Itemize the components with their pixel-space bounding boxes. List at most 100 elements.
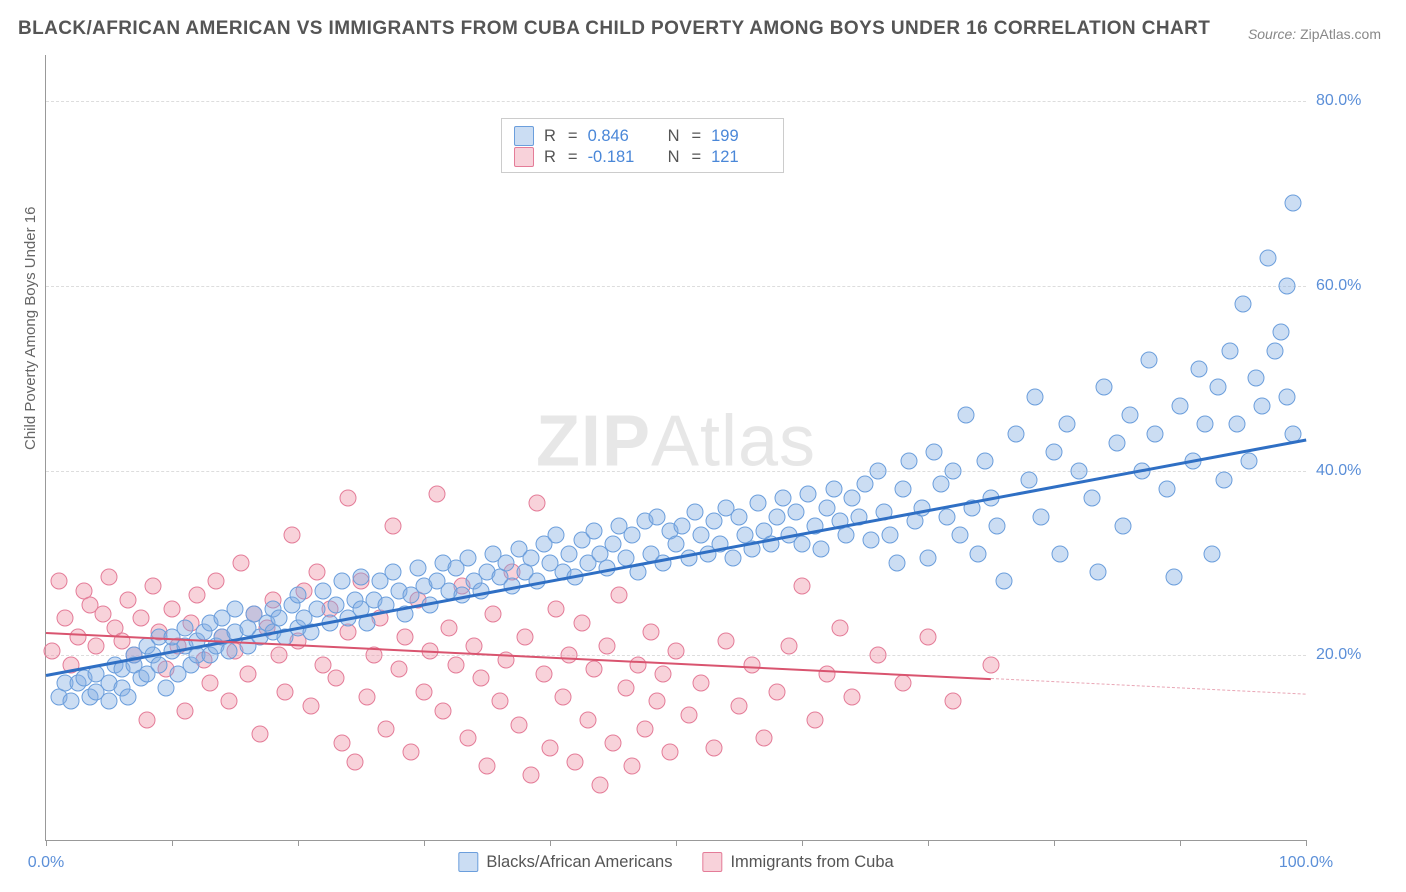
scatter-point-pink [617, 679, 634, 696]
source-label: Source: [1248, 26, 1296, 42]
scatter-point-blue [227, 601, 244, 618]
equals-sign: = [568, 148, 578, 167]
N-value-pink: 121 [711, 148, 771, 167]
scatter-point-blue [1096, 379, 1113, 396]
y-tick-label: 40.0% [1316, 462, 1386, 480]
x-tick-label: 100.0% [1279, 854, 1333, 872]
scatter-point-pink [579, 711, 596, 728]
gridline [46, 471, 1306, 472]
scatter-point-blue [548, 527, 565, 544]
scatter-point-pink [844, 688, 861, 705]
legend-label-blue: Blacks/African Americans [486, 853, 672, 872]
scatter-point-blue [1279, 277, 1296, 294]
scatter-point-pink [605, 735, 622, 752]
scatter-point-blue [857, 476, 874, 493]
scatter-point-pink [271, 647, 288, 664]
correlation-legend: R = 0.846 N = 199 R = -0.181 N = 121 [501, 118, 784, 173]
scatter-point-pink [894, 675, 911, 692]
chart-container: BLACK/AFRICAN AMERICAN VS IMMIGRANTS FRO… [0, 0, 1406, 892]
scatter-point-blue [888, 554, 905, 571]
scatter-point-pink [491, 693, 508, 710]
scatter-point-pink [384, 518, 401, 535]
x-tick [1054, 840, 1055, 846]
legend-item-pink: Immigrants from Cuba [702, 852, 893, 872]
scatter-point-pink [611, 587, 628, 604]
scatter-point-blue [1046, 444, 1063, 461]
legend-swatch-blue [458, 852, 478, 872]
x-tick [46, 840, 47, 846]
scatter-point-pink [441, 619, 458, 636]
y-tick-label: 60.0% [1316, 277, 1386, 295]
scatter-point-pink [983, 656, 1000, 673]
scatter-point-pink [598, 638, 615, 655]
scatter-point-blue [686, 504, 703, 521]
x-tick-label: 0.0% [28, 854, 64, 872]
scatter-point-pink [176, 702, 193, 719]
scatter-point-pink [548, 601, 565, 618]
scatter-point-pink [567, 753, 584, 770]
scatter-point-pink [680, 707, 697, 724]
scatter-point-blue [1279, 388, 1296, 405]
chart-title: BLACK/AFRICAN AMERICAN VS IMMIGRANTS FRO… [18, 18, 1210, 40]
scatter-point-blue [560, 545, 577, 562]
scatter-point-blue [825, 481, 842, 498]
scatter-point-blue [674, 518, 691, 535]
scatter-point-pink [535, 665, 552, 682]
scatter-point-pink [560, 647, 577, 664]
scatter-point-pink [668, 642, 685, 659]
scatter-point-blue [1285, 194, 1302, 211]
scatter-point-blue [409, 559, 426, 576]
scatter-point-pink [416, 684, 433, 701]
legend-swatch-pink [702, 852, 722, 872]
scatter-point-blue [724, 550, 741, 567]
y-axis-label: Child Poverty Among Boys Under 16 [22, 207, 39, 450]
x-tick [550, 840, 551, 846]
right-mask [1308, 55, 1314, 840]
scatter-point-blue [1247, 370, 1264, 387]
scatter-point-blue [869, 462, 886, 479]
scatter-point-blue [1020, 471, 1037, 488]
scatter-point-pink [44, 642, 61, 659]
scatter-point-pink [718, 633, 735, 650]
scatter-point-pink [649, 693, 666, 710]
scatter-point-pink [756, 730, 773, 747]
scatter-point-pink [768, 684, 785, 701]
scatter-point-blue [976, 453, 993, 470]
scatter-point-pink [403, 744, 420, 761]
scatter-point-blue [731, 508, 748, 525]
scatter-point-pink [869, 647, 886, 664]
watermark-bold: ZIP [536, 401, 651, 481]
scatter-point-blue [1109, 434, 1126, 451]
scatter-point-blue [705, 513, 722, 530]
scatter-point-pink [94, 605, 111, 622]
scatter-point-blue [497, 554, 514, 571]
scatter-point-pink [479, 758, 496, 775]
scatter-point-blue [863, 531, 880, 548]
R-value-pink: -0.181 [588, 148, 648, 167]
scatter-point-pink [101, 568, 118, 585]
scatter-point-pink [693, 675, 710, 692]
x-tick [802, 840, 803, 846]
scatter-point-blue [932, 476, 949, 493]
scatter-point-blue [1190, 361, 1207, 378]
equals-sign: = [691, 127, 701, 146]
scatter-point-pink [145, 578, 162, 595]
scatter-point-pink [472, 670, 489, 687]
scatter-point-blue [926, 444, 943, 461]
scatter-point-blue [794, 536, 811, 553]
scatter-point-pink [554, 688, 571, 705]
scatter-point-blue [623, 527, 640, 544]
N-value-blue: 199 [711, 127, 771, 146]
scatter-point-blue [1052, 545, 1069, 562]
scatter-point-pink [485, 605, 502, 622]
scatter-point-pink [510, 716, 527, 733]
N-label: N [668, 127, 680, 146]
scatter-point-blue [271, 610, 288, 627]
R-label: R [544, 148, 556, 167]
scatter-point-pink [208, 573, 225, 590]
scatter-point-pink [460, 730, 477, 747]
scatter-point-pink [138, 711, 155, 728]
scatter-point-blue [157, 679, 174, 696]
scatter-point-blue [1058, 416, 1075, 433]
scatter-point-blue [668, 536, 685, 553]
